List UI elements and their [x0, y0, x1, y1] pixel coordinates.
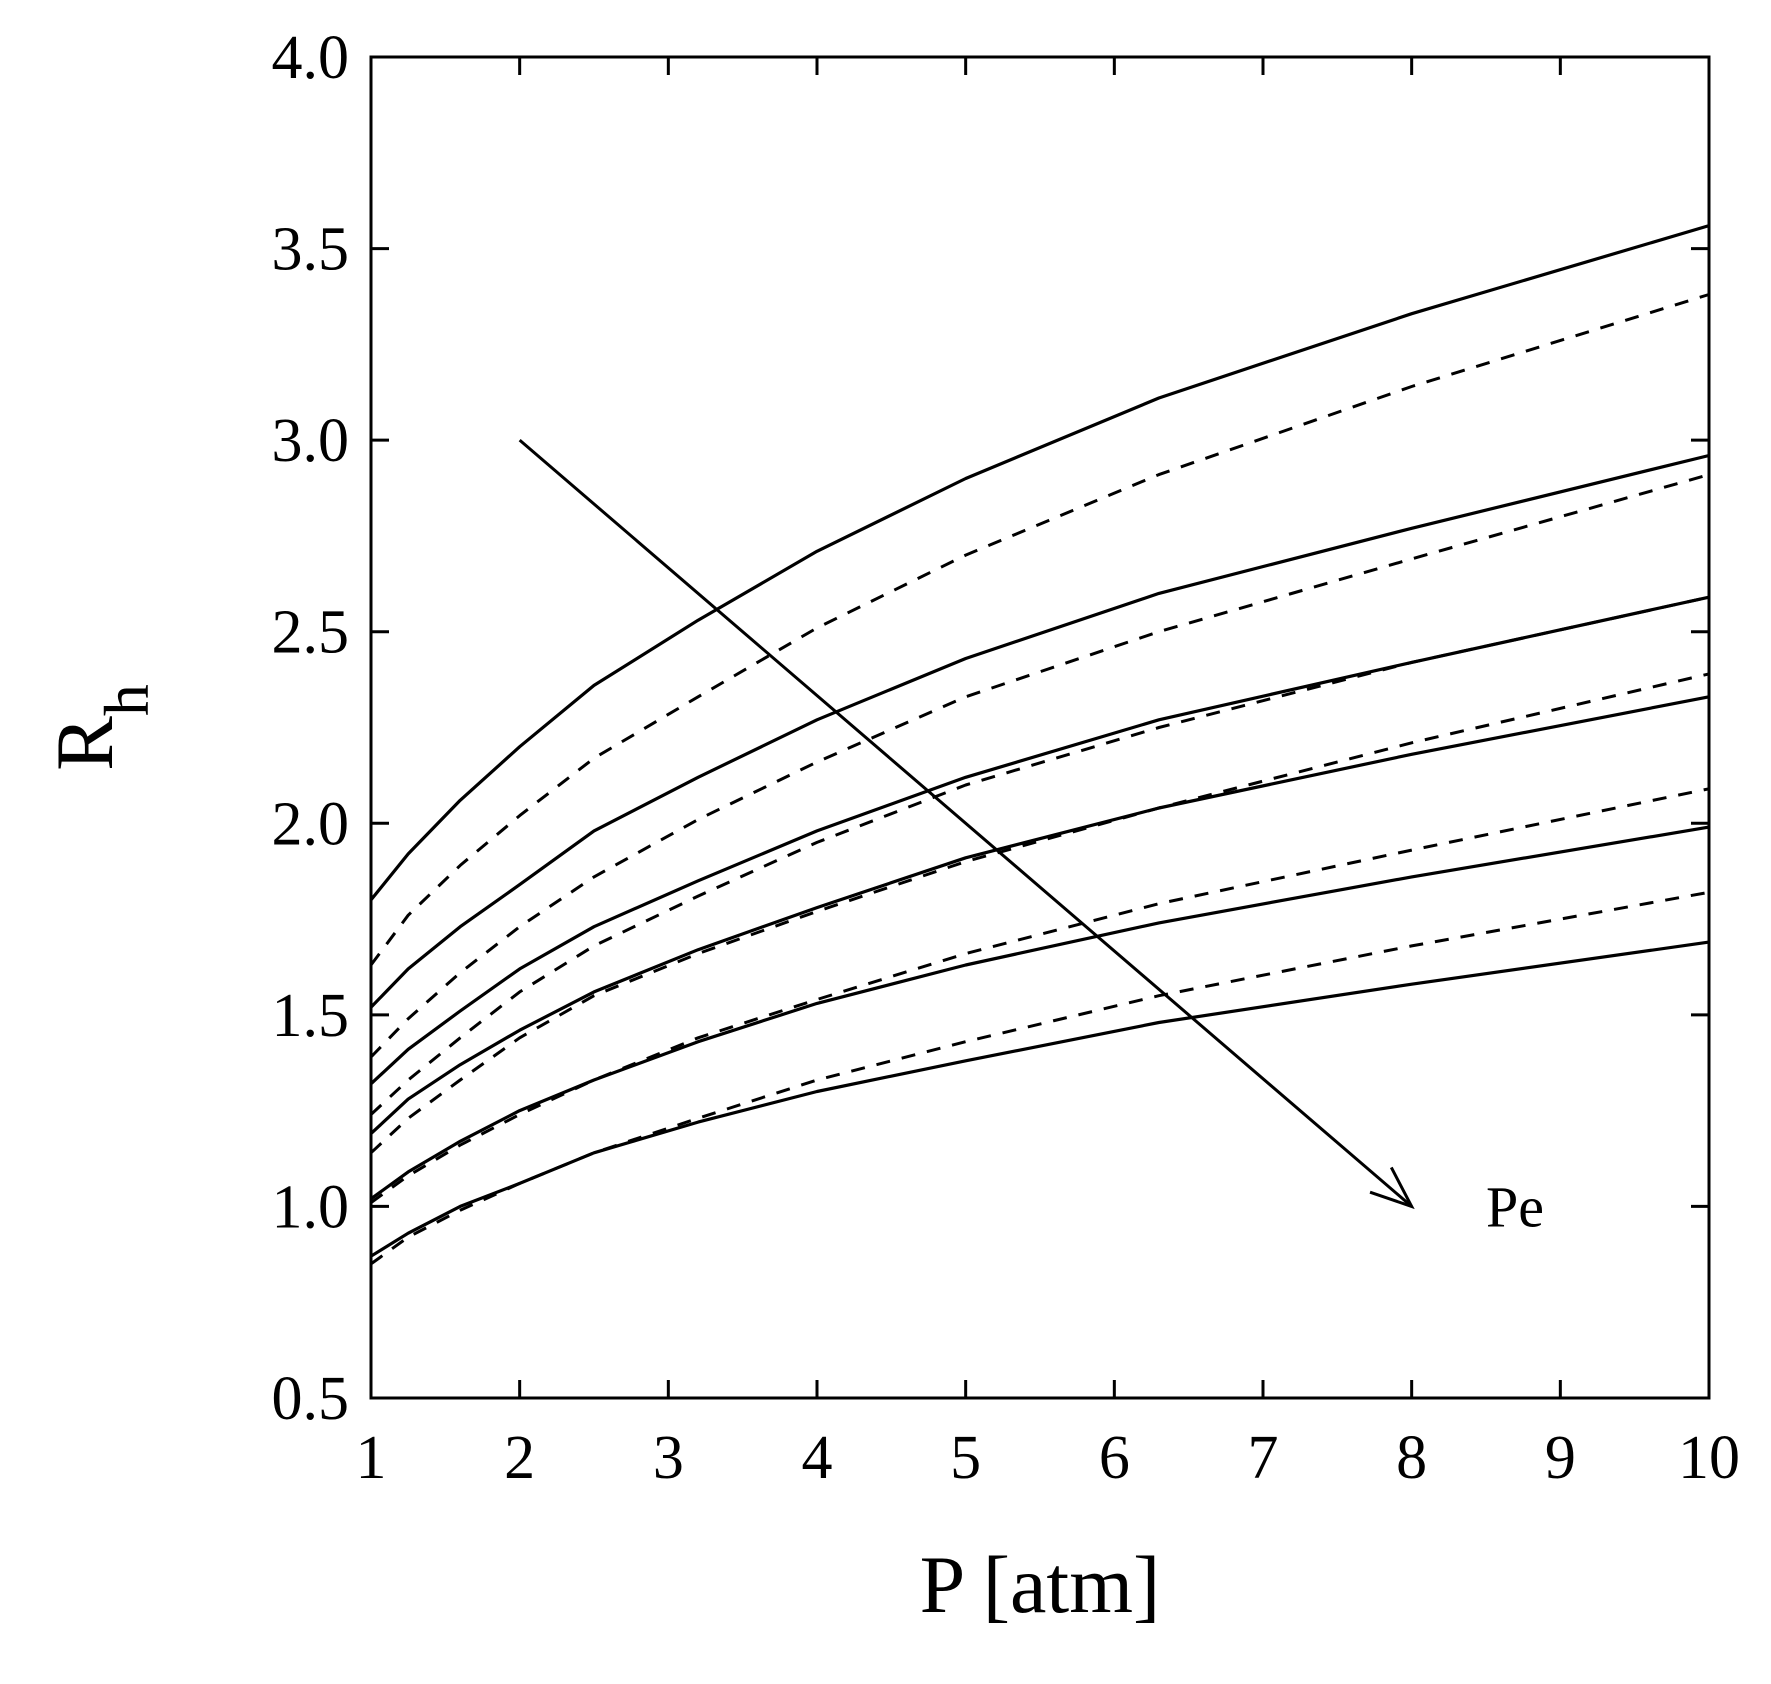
svg-text:Rh: Rh	[39, 684, 162, 771]
y-tick-label: 4.0	[272, 24, 350, 92]
solid-series-line-3	[369, 453, 1710, 1009]
annotation-layer	[518, 439, 1415, 1210]
x-tick-label: 2	[504, 1424, 535, 1492]
y-tick-label: 3.5	[272, 216, 350, 284]
x-tick-label: 4	[802, 1424, 833, 1492]
solid-series-line-7	[369, 695, 1710, 1135]
y-tick-label: 1.0	[272, 1173, 350, 1241]
y-tick-label: 3.0	[272, 407, 350, 475]
x-axis-title: P [atm]	[920, 1539, 1161, 1630]
x-tick-label: 9	[1545, 1424, 1576, 1492]
x-tick-label: 3	[653, 1424, 684, 1492]
y-tick-label: 2.0	[272, 790, 350, 858]
x-tick-label: 8	[1396, 1424, 1427, 1492]
pe-arrow-line	[518, 439, 1413, 1208]
plot-frame	[369, 55, 1711, 1400]
pe-label: Pe	[1486, 1174, 1544, 1239]
dashed-series-line-8	[369, 672, 1710, 1154]
x-tick-label: 10	[1678, 1424, 1740, 1492]
x-tick-label: 5	[950, 1424, 981, 1492]
dashed-series-line-2	[369, 293, 1710, 966]
y-tick-label: 1.5	[272, 982, 350, 1050]
y-tick-label: 2.5	[272, 599, 350, 667]
solid-series-line-1	[369, 224, 1710, 901]
tick-labels-layer: 1 2 3 4 5 6 7 8 9 10 0.5 1.0 1.5 2.0 2.5 3.0 3.5 4.0	[272, 24, 1741, 1492]
pe-arrow-head	[1369, 1166, 1415, 1210]
dashed-series-line-4	[369, 473, 1710, 1059]
solid-series-line-11	[370, 940, 1710, 1258]
y-axis-title-sub: h	[91, 684, 162, 716]
solid-series-line-5	[369, 595, 1710, 1085]
ticks-layer	[369, 55, 1711, 1400]
y-axis-title-main: R	[39, 716, 130, 771]
series-layer	[369, 224, 1710, 1266]
y-tick-label: 0.5	[272, 1365, 350, 1433]
x-tick-label: 6	[1099, 1424, 1130, 1492]
dashed-series-line-6	[369, 595, 1710, 1116]
x-tick-label: 7	[1248, 1424, 1279, 1492]
solid-series-line-9	[370, 825, 1710, 1201]
y-axis-title: Rh	[39, 684, 162, 771]
dashed-series-line-10	[370, 787, 1710, 1204]
dashed-series-line-12	[370, 890, 1710, 1266]
x-tick-label: 1	[356, 1424, 387, 1492]
